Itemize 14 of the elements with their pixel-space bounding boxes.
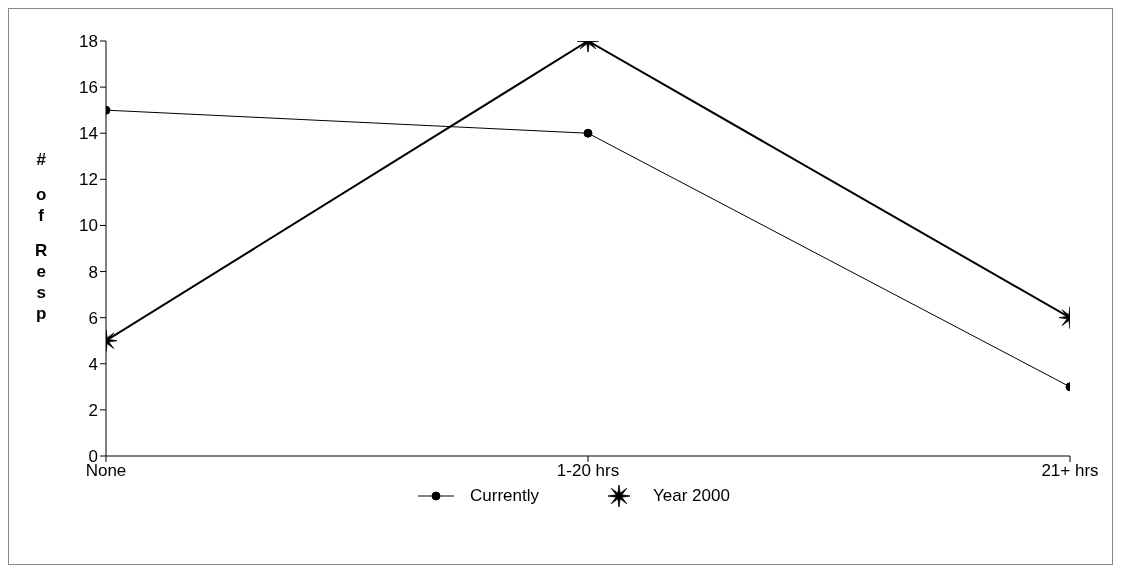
y-tick-label: 18 — [79, 32, 98, 52]
y-tick-label: 4 — [88, 354, 98, 374]
y-tick-label: 16 — [79, 78, 98, 98]
y-tick-label: 10 — [79, 216, 98, 236]
y-axis-title: # of Resp — [35, 149, 48, 324]
x-tick-label: 21+ hrs — [1041, 461, 1099, 481]
legend-label: Currently — [470, 486, 540, 506]
y-tick-label: 12 — [79, 170, 98, 190]
y-tick-label: 6 — [88, 308, 98, 328]
legend-label: Year 2000 — [653, 486, 730, 506]
y-tick-label: 8 — [88, 262, 98, 282]
x-tick-label: 1-20 hrs — [556, 461, 620, 481]
y-tick-label: 14 — [79, 124, 98, 144]
y-tick-label: 2 — [88, 400, 98, 420]
